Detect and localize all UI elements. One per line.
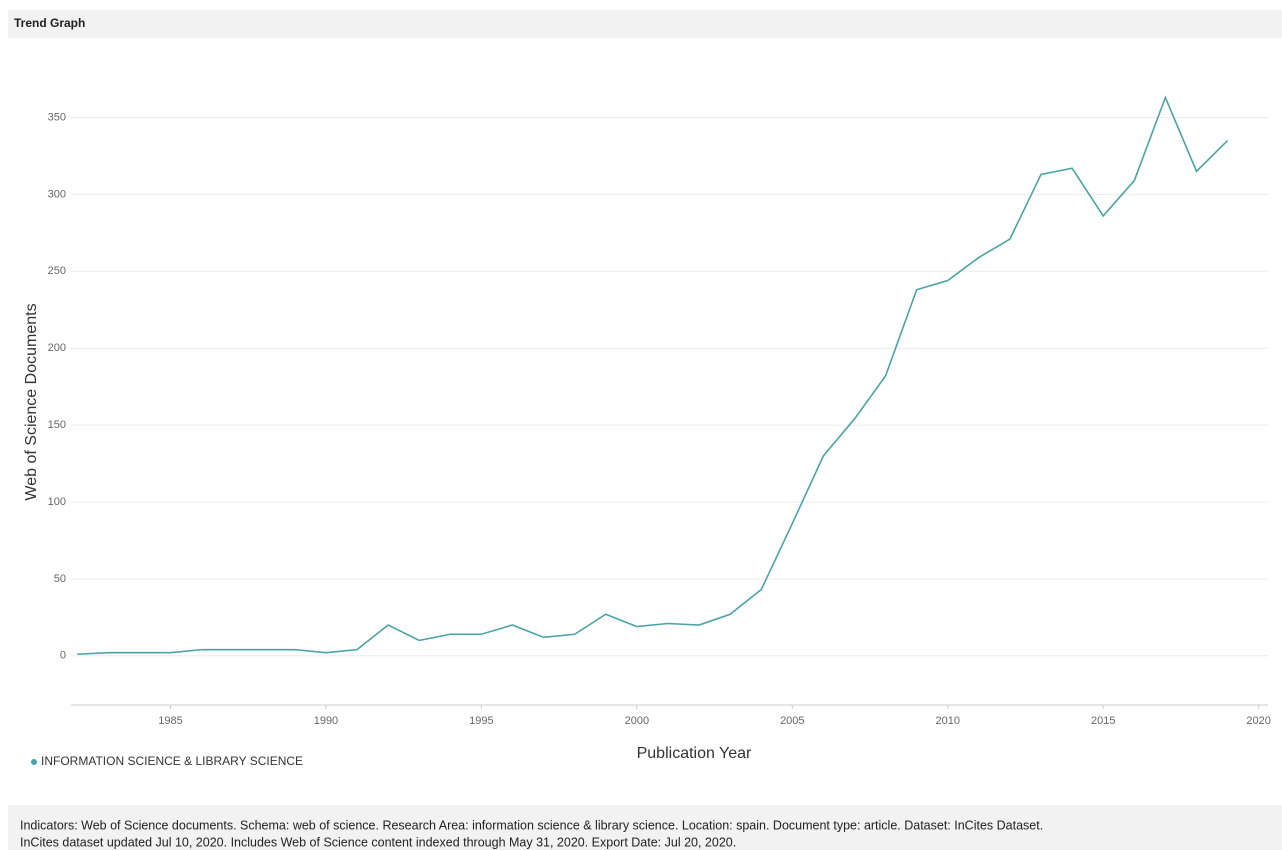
x-tick-label: 2010 xyxy=(936,715,960,727)
y-tick-label: 50 xyxy=(54,573,66,585)
x-tick-label: 1985 xyxy=(158,715,182,727)
y-tick-label: 0 xyxy=(60,650,66,662)
y-tick-label: 200 xyxy=(48,342,66,354)
header-bar xyxy=(8,10,1282,38)
y-axis-label: Web of Science Documents xyxy=(23,303,40,500)
x-tick-label: 2015 xyxy=(1091,715,1115,727)
legend-label: INFORMATION SCIENCE & LIBRARY SCIENCE xyxy=(41,754,303,768)
x-tick-label: 1995 xyxy=(469,715,493,727)
y-tick-label: 300 xyxy=(48,188,66,200)
x-axis-label: Publication Year xyxy=(637,745,752,762)
y-tick-label: 100 xyxy=(48,496,66,508)
x-tick-label: 2020 xyxy=(1246,715,1270,727)
footer-bar xyxy=(8,805,1282,850)
x-tick-label: 2005 xyxy=(780,715,804,727)
chart-title: Trend Graph xyxy=(14,16,85,30)
y-tick-label: 250 xyxy=(48,265,66,277)
footer-line: Indicators: Web of Science documents. Sc… xyxy=(20,818,1043,832)
legend-marker xyxy=(31,759,37,765)
data-line xyxy=(77,95,1229,656)
x-tick-label: 2000 xyxy=(625,715,649,727)
y-tick-label: 150 xyxy=(48,419,66,431)
y-tick-label: 350 xyxy=(48,111,66,123)
footer-line: InCites dataset updated Jul 10, 2020. In… xyxy=(20,835,736,849)
x-tick-label: 1990 xyxy=(314,715,338,727)
